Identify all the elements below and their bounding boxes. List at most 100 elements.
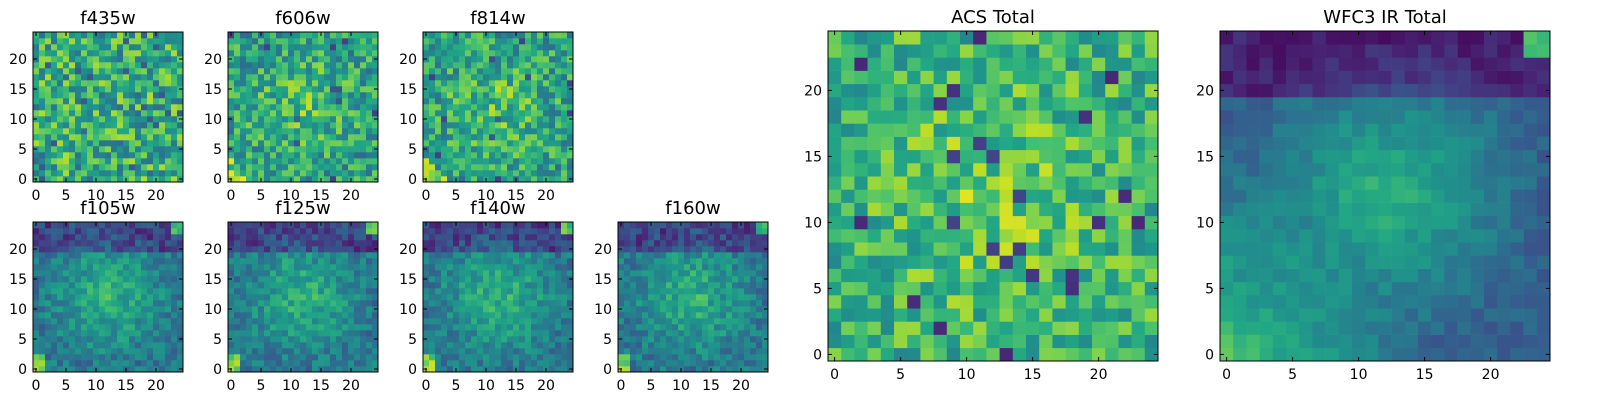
heatmap-cell — [177, 38, 184, 45]
heatmap-cell — [342, 240, 349, 247]
heatmap-cell — [336, 312, 343, 319]
heatmap-cell — [240, 170, 247, 177]
heatmap-cell — [1026, 295, 1040, 309]
heatmap-cell — [720, 270, 727, 277]
heatmap-cell — [372, 228, 379, 235]
heatmap-cell — [318, 116, 325, 123]
heatmap-cell — [360, 318, 367, 325]
heatmap-cell — [459, 306, 466, 313]
heatmap-cell — [501, 170, 508, 177]
heatmap-cell — [51, 86, 58, 93]
heatmap-cell — [907, 189, 921, 203]
heatmap-cell — [177, 252, 184, 259]
heatmap-cell — [330, 128, 337, 135]
heatmap-cell — [135, 122, 142, 129]
heatmap-cell — [543, 276, 550, 283]
heatmap-cell — [423, 50, 430, 57]
heatmap-cell — [63, 282, 70, 289]
heatmap-cell — [318, 294, 325, 301]
y-tick-label: 0 — [408, 362, 417, 378]
heatmap-cell — [270, 128, 277, 135]
heatmap-cell — [660, 336, 667, 343]
heatmap-cell — [93, 86, 100, 93]
heatmap-cell — [129, 306, 136, 313]
heatmap-cell — [636, 294, 643, 301]
heatmap-cell — [1039, 242, 1053, 256]
heatmap-cell — [276, 354, 283, 361]
heatmap-cell — [147, 104, 154, 111]
heatmap-cell — [654, 222, 661, 229]
heatmap-cell — [1092, 229, 1106, 243]
heatmap-cell — [294, 228, 301, 235]
heatmap-cell — [880, 202, 895, 217]
heatmap-cell — [537, 170, 544, 177]
heatmap-cell — [87, 68, 94, 75]
heatmap-cell — [708, 252, 715, 259]
heatmap-cell — [159, 98, 166, 105]
heatmap-cell — [714, 300, 721, 307]
heatmap-cell — [441, 86, 448, 93]
heatmap-cell — [720, 360, 727, 367]
heatmap-cell — [330, 158, 337, 165]
heatmap-cell — [63, 348, 70, 355]
heatmap-cell — [561, 276, 568, 283]
heatmap-cell — [246, 164, 253, 171]
heatmap-cell — [354, 318, 361, 325]
heatmap-cell — [33, 44, 40, 51]
heatmap-cell — [294, 222, 301, 229]
heatmap-cell — [111, 360, 118, 367]
heatmap-cell — [312, 234, 319, 241]
heatmap-cell — [69, 246, 76, 253]
heatmap-cell — [336, 74, 343, 81]
heatmap-cell — [841, 281, 855, 296]
heatmap-cell — [973, 242, 987, 256]
heatmap-cell — [270, 282, 277, 289]
heatmap-cell — [330, 252, 337, 259]
heatmap-cell — [129, 50, 136, 57]
heatmap-cell — [618, 354, 625, 361]
heatmap-cell — [123, 104, 130, 111]
heatmap-cell — [228, 92, 235, 99]
heatmap-cell — [105, 98, 112, 105]
panel-title-f435w: f435w — [80, 8, 135, 29]
heatmap-cell — [459, 152, 466, 159]
heatmap-cell — [234, 80, 241, 87]
heatmap-cell — [282, 348, 289, 355]
heatmap-cell — [171, 44, 178, 51]
heatmap-cell — [841, 334, 855, 349]
heatmap-cell — [123, 330, 130, 337]
heatmap-cell — [366, 164, 373, 171]
heatmap-cell — [234, 354, 241, 361]
heatmap-cell — [240, 294, 247, 301]
heatmap-cell — [159, 32, 166, 39]
heatmap-cell — [300, 312, 307, 319]
heatmap-cell — [744, 318, 751, 325]
heatmap-cell — [1131, 295, 1146, 309]
y-tick-label: 20 — [9, 242, 27, 258]
heatmap-cell — [429, 152, 436, 159]
heatmap-cell — [93, 44, 100, 51]
heatmap-cell — [111, 324, 118, 331]
heatmap-cell — [294, 32, 301, 39]
heatmap-cell — [513, 110, 520, 117]
heatmap-cells — [618, 222, 769, 373]
heatmap-cell — [489, 134, 496, 141]
heatmap-cell — [117, 306, 124, 313]
heatmap-cell — [654, 240, 661, 247]
heatmap-cell — [342, 152, 349, 159]
heatmap-cell — [624, 324, 631, 331]
heatmap-cell — [117, 282, 124, 289]
heatmap-cell — [135, 92, 142, 99]
heatmap-cell — [489, 146, 496, 153]
heatmap-cell — [294, 116, 301, 123]
heatmap-cell — [294, 50, 301, 57]
heatmap-cell — [543, 152, 550, 159]
heatmap-cell — [483, 276, 490, 283]
heatmap-cell — [495, 116, 502, 123]
heatmap-cell — [501, 86, 508, 93]
heatmap-cell — [495, 360, 502, 367]
heatmap-cell — [696, 228, 703, 235]
heatmap-cell — [93, 258, 100, 265]
heatmap-cell — [276, 170, 283, 177]
